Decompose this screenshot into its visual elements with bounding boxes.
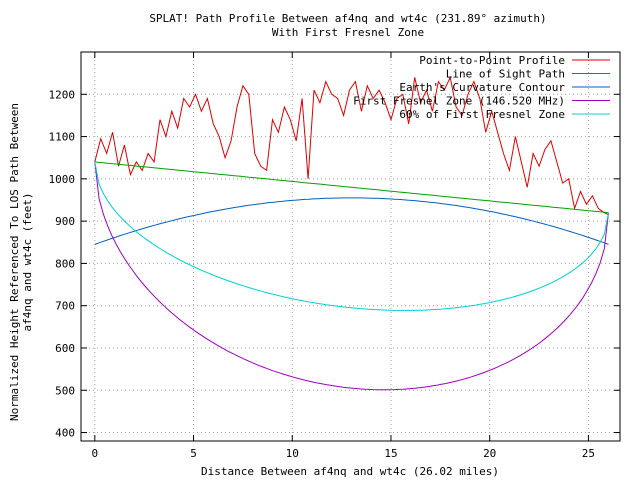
x-tick-label: 0 xyxy=(92,447,99,460)
x-tick-label: 10 xyxy=(286,447,299,460)
x-tick-label: 25 xyxy=(582,447,595,460)
y-axis-label-line-2: af4nq and wt4c (feet) xyxy=(21,192,34,331)
legend-label-1: Line of Sight Path xyxy=(446,68,565,81)
y-tick-label: 1200 xyxy=(49,88,76,101)
plot-frame xyxy=(80,51,621,442)
y-tick-label: 1000 xyxy=(49,173,76,186)
y-tick-label: 1100 xyxy=(49,131,76,144)
series-line-3 xyxy=(94,161,609,391)
legend-label-4: 60% of First Fresnel Zone xyxy=(399,108,565,121)
legend-label-3: First Fresnel Zone (146.520 MHz) xyxy=(353,95,565,108)
chart-title: SPLAT! Path Profile Between af4nq and wt… xyxy=(149,12,546,25)
y-tick-label: 500 xyxy=(55,384,75,397)
series-line-2 xyxy=(94,197,609,245)
y-axis-label-line-1: Normalized Height Referenced To LOS Path… xyxy=(8,103,21,421)
series-layer xyxy=(94,75,609,391)
series-line-0 xyxy=(94,75,609,216)
x-tick-label: 15 xyxy=(384,447,397,460)
series-line-4 xyxy=(94,161,609,311)
x-axis-label: Distance Between af4nq and wt4c (26.02 m… xyxy=(201,465,499,478)
series-line-1 xyxy=(94,161,609,214)
chart-subtitle: With First Fresnel Zone xyxy=(272,26,424,39)
grid xyxy=(81,52,620,441)
y-tick-label: 800 xyxy=(55,257,75,270)
legend-label-0: Point-to-Point Profile xyxy=(419,54,565,67)
y-tick-label: 700 xyxy=(55,300,75,313)
y-tick-label: 400 xyxy=(55,427,75,440)
y-tick-label: 900 xyxy=(55,215,75,228)
x-tick-label: 20 xyxy=(483,447,496,460)
tick-labels: 0 5 10 15 20 25 400 500 600 700 800 900 1000 1100 1200 xyxy=(49,52,620,460)
legend-label-2: Earth's Curvature Contour xyxy=(399,81,565,94)
x-tick-label: 5 xyxy=(190,447,197,460)
y-tick-label: 600 xyxy=(55,342,75,355)
